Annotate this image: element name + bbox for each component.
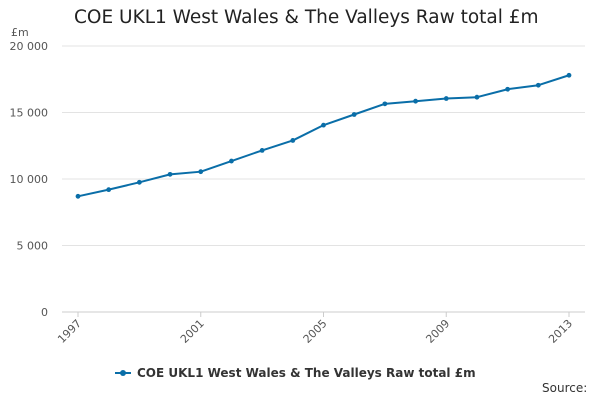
data-point[interactable] <box>566 72 572 78</box>
data-point[interactable] <box>198 169 204 175</box>
x-tick-label: 2001 <box>178 317 207 346</box>
data-point[interactable] <box>106 187 112 193</box>
data-point[interactable] <box>229 158 234 164</box>
data-point[interactable] <box>321 122 326 128</box>
data-point[interactable] <box>535 82 541 88</box>
legend-label: COE UKL1 West Wales & The Valleys Raw to… <box>137 366 476 380</box>
y-tick-label: 10 000 <box>10 173 49 186</box>
data-point[interactable] <box>75 193 81 199</box>
data-point[interactable] <box>259 148 265 153</box>
chart-legend[interactable]: COE UKL1 West Wales & The Valleys Raw to… <box>115 366 476 380</box>
data-point[interactable] <box>290 138 296 143</box>
y-tick-label: 15 000 <box>10 107 49 120</box>
legend-swatch <box>115 368 131 378</box>
data-point[interactable] <box>474 94 480 100</box>
data-point[interactable] <box>351 112 357 117</box>
data-point[interactable] <box>382 101 388 107</box>
y-tick-label: 0 <box>41 306 48 319</box>
series-line[interactable] <box>77 74 570 198</box>
x-tick-label: 2013 <box>546 317 575 346</box>
data-point[interactable] <box>136 179 142 185</box>
x-tick-label: 1997 <box>55 317 84 346</box>
chart-title: COE UKL1 West Wales & The Valleys Raw to… <box>74 7 539 28</box>
data-point[interactable] <box>443 96 449 101</box>
y-tick-label: 5 000 <box>17 240 49 253</box>
source-label: Source: <box>542 381 588 395</box>
data-point[interactable] <box>167 171 173 177</box>
data-point[interactable] <box>505 86 511 92</box>
x-tick-label: 2009 <box>423 317 452 346</box>
y-tick-label: 20 000 <box>10 40 49 53</box>
y-axis-unit-label: £m <box>11 26 29 39</box>
x-tick-label: 2005 <box>301 317 330 346</box>
data-point[interactable] <box>413 98 418 104</box>
